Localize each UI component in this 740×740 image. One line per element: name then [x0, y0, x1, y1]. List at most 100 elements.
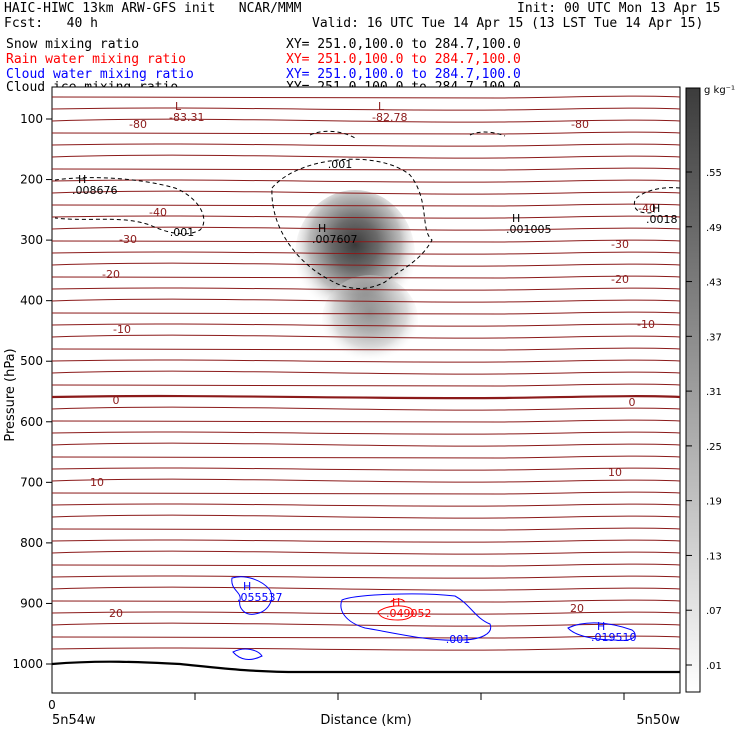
- isotherm-line: [51, 431, 681, 435]
- contour-value-label: .001: [328, 158, 353, 171]
- extremum-type: H: [512, 212, 520, 225]
- valid-time: Valid: 16 UTC Tue 14 Apr 15 (13 LST Tue …: [312, 16, 704, 31]
- isotherm-line: [51, 143, 681, 147]
- isotherm-label: -80: [571, 118, 589, 131]
- isotherm-line: [51, 239, 681, 243]
- extremum-type: H: [243, 580, 251, 593]
- isotherm-label: 20: [109, 607, 123, 620]
- contour-value-label: .001: [446, 633, 471, 646]
- y-tick-label: 900: [20, 596, 43, 610]
- colorbar-level: .07: [706, 606, 722, 617]
- x-ticks: [194, 693, 625, 700]
- isotherm-label: -20: [611, 273, 629, 286]
- isotherm-label: -10: [113, 323, 131, 336]
- field-name-cloud-water: Cloud water mixing ratio: [6, 67, 194, 82]
- isotherm-line: [51, 647, 681, 651]
- colorbar-level: .37: [706, 332, 722, 343]
- extremum-value: .007607: [312, 233, 358, 246]
- field-xy-snow: XY= 251.0,100.0 to 284.7,100.0: [286, 37, 521, 52]
- isotherm-line: [51, 311, 681, 315]
- isotherm-line: [51, 575, 681, 579]
- isotherm-line: [51, 131, 681, 135]
- isotherm-label: 20: [570, 602, 584, 615]
- extremum-type: H: [318, 222, 326, 235]
- colorbar-level: .01: [706, 661, 722, 672]
- isotherm-line: [51, 527, 681, 531]
- field-xy-rain: XY= 251.0,100.0 to 284.7,100.0: [286, 52, 521, 67]
- extremum-value: -83.31: [169, 111, 204, 124]
- isotherm-line: [51, 550, 681, 555]
- x-left-label: 5n54w: [52, 713, 96, 728]
- isotherm-label: 10: [608, 466, 622, 479]
- colorbar-level: .25: [706, 442, 722, 453]
- isotherm-label: -30: [611, 238, 629, 251]
- isotherm-line: [51, 563, 681, 567]
- extremum-type: H: [78, 173, 86, 186]
- isotherm-line: [51, 298, 681, 303]
- x-tick-zero: 0: [48, 698, 56, 712]
- isotherm-label: -10: [637, 318, 655, 331]
- isotherm-line: [51, 154, 681, 159]
- extremum-type: L: [378, 100, 385, 113]
- isotherm-label: -20: [102, 268, 120, 281]
- isotherm-line: [51, 599, 681, 603]
- isotherm-label: -40: [638, 202, 656, 215]
- colorbar-level: .31: [706, 387, 722, 398]
- colorbar-level: .49: [706, 223, 722, 234]
- isotherm-line: [51, 262, 681, 267]
- colorbar-level: .19: [706, 497, 722, 508]
- x-right-label: 5n50w: [636, 713, 680, 728]
- chart-title-left: HAIC-HIWC 13km ARW-GFS init NCAR/MMM: [4, 1, 302, 16]
- isotherm-label: -80: [129, 118, 147, 131]
- extremum-value: .019510: [591, 631, 637, 644]
- isotherm-line: [51, 334, 681, 339]
- isotherm-line: [51, 503, 681, 507]
- y-tick-label: 300: [20, 233, 43, 247]
- rain-contours: [377, 598, 414, 621]
- isotherm-line: [51, 251, 681, 255]
- isotherm-line: [51, 455, 681, 459]
- plot-area: [51, 86, 681, 694]
- extremum-value: .008676: [72, 184, 118, 197]
- y-tick-label: 700: [20, 475, 43, 489]
- y-tick-label: 200: [20, 173, 43, 187]
- x-axis-label: Distance (km): [320, 713, 411, 728]
- isotherm-line: [51, 226, 681, 231]
- extremum-type: L: [175, 100, 182, 113]
- init-time: Init: 00 UTC Mon 13 Apr 15: [517, 1, 721, 16]
- contour-value-label: .001: [170, 226, 195, 239]
- isotherm-line: [51, 383, 681, 387]
- isotherm-label: -40: [149, 206, 167, 219]
- y-tick-label: 100: [20, 112, 43, 126]
- isotherm-line: [51, 370, 681, 375]
- y-tick-label: 600: [20, 415, 43, 429]
- isotherm-line: [51, 347, 681, 351]
- cloud-water-contours: [231, 576, 636, 660]
- extremum-type: H: [597, 620, 605, 633]
- isotherm-line: [51, 467, 681, 471]
- y-axis: 100 200 300 400 500 600 700 800 900 1000: [12, 112, 52, 671]
- contour-labels: -80 -80 -40 -40 -30 -30 -20 -20 -10 -10 0 0 10 10 20 20…: [72, 100, 678, 646]
- isotherm-line: [51, 179, 681, 183]
- isotherm-line: [51, 95, 681, 99]
- isotherm-line: [51, 491, 681, 495]
- isotherm-line: [51, 622, 681, 627]
- isotherm-line: [51, 442, 681, 447]
- isotherm-line: [51, 514, 681, 519]
- isotherm-line: [51, 215, 681, 219]
- isotherm-line: [51, 478, 681, 483]
- field-name-rain: Rain water mixing ratio: [6, 52, 187, 67]
- isotherm-line: [51, 190, 681, 195]
- colorbar-level: .55: [706, 168, 722, 179]
- cloud-ice-contours: [54, 130, 681, 289]
- isotherm-line: [51, 323, 681, 327]
- colorbar-level: .13: [706, 551, 722, 562]
- field-xy-cloud-water: XY= 251.0,100.0 to 284.7,100.0: [286, 67, 521, 82]
- surface-line: [51, 660, 680, 674]
- isotherm-label: 0: [113, 394, 120, 407]
- isotherm-label: -30: [119, 233, 137, 246]
- colorbar-level: .43: [706, 278, 722, 289]
- isotherms: [51, 95, 681, 651]
- y-tick-label: 800: [20, 536, 43, 550]
